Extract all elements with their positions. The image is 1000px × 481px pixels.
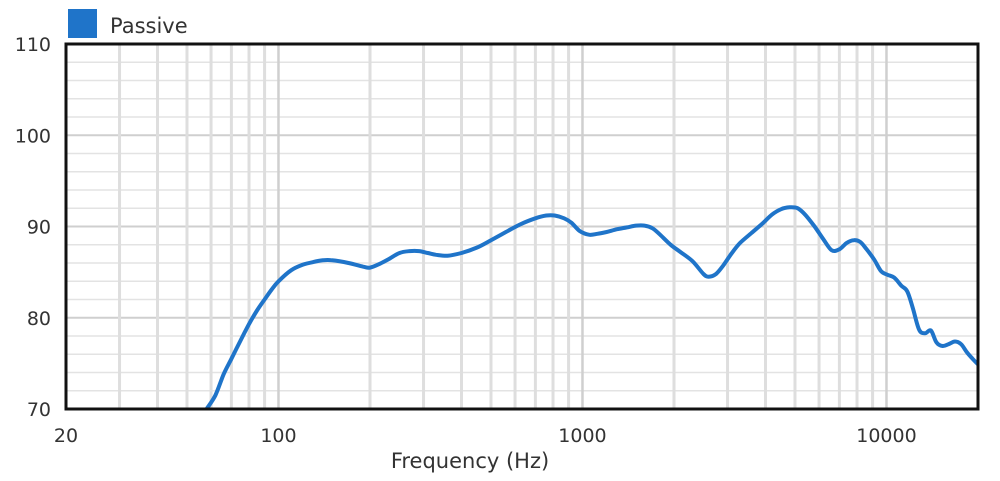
x-tick-label: 20 (54, 425, 78, 447)
x-tick-label: 100 (260, 425, 296, 447)
x-axis-title: Frequency (Hz) (391, 449, 549, 473)
y-tick-label: 90 (27, 217, 51, 239)
legend-label-passive: Passive (110, 14, 188, 38)
x-tick-label: 1000 (558, 425, 606, 447)
series-line-passive (204, 205, 978, 409)
series-layer (204, 205, 978, 409)
horizontal-gridlines (66, 61, 978, 392)
y-tick-label: 100 (15, 125, 51, 147)
y-tick-labels: 70 80 90 100 110 (15, 34, 51, 421)
y-tick-label: 70 (27, 399, 51, 421)
vertical-gridlines (118, 44, 888, 409)
plot-frame (64, 42, 980, 411)
x-tick-labels: 20 100 1000 10000 (54, 425, 917, 447)
y-tick-label: 80 (27, 308, 51, 330)
x-tick-label: 10000 (856, 425, 916, 447)
legend: Passive (68, 9, 188, 38)
y-tick-label: 110 (15, 34, 51, 56)
legend-swatch-passive (68, 9, 97, 38)
